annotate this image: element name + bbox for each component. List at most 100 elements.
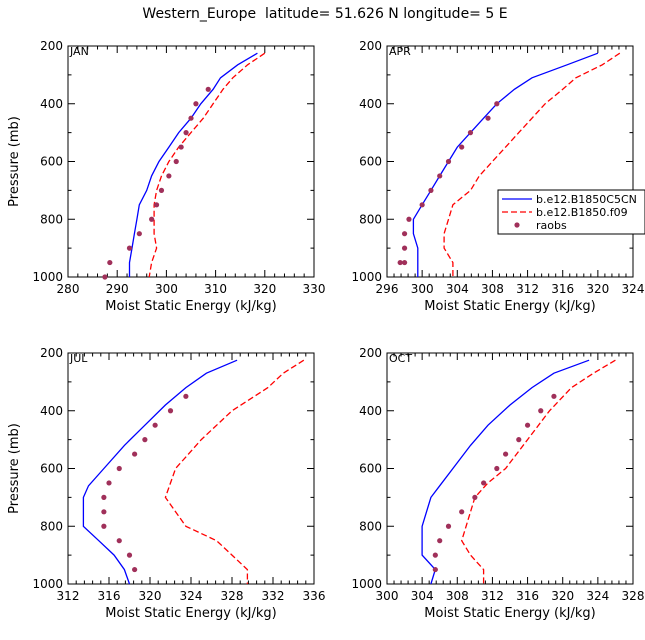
raobs-point (428, 187, 434, 193)
y-tick-label: 200 (359, 39, 382, 53)
x-tick-label: 312 (57, 589, 80, 603)
legend-marker-raobs (514, 222, 520, 228)
x-tick-label: 336 (303, 589, 326, 603)
raobs-point (158, 187, 165, 193)
raobs-point (193, 101, 199, 107)
raobs-point (107, 259, 113, 266)
legend-label: raobs (536, 219, 567, 232)
x-axis-label: Moist Static Energy (kJ/kg) (105, 606, 276, 621)
raobs-point (538, 408, 544, 414)
raobs-point (142, 437, 148, 443)
raobs-point (102, 274, 108, 280)
series-group (397, 52, 621, 277)
raobs-point (472, 494, 478, 500)
x-tick-label: 320 (253, 282, 276, 296)
raobs-point (153, 202, 160, 208)
plot-frame (386, 352, 634, 585)
raobs-point (152, 422, 158, 428)
legend-label: b.e12.B1850C5CN (536, 193, 637, 206)
x-tick-label: 312 (516, 282, 539, 296)
x-tick-label: 320 (586, 282, 609, 296)
plot-frame (67, 352, 315, 585)
y-tick-label: 200 (40, 39, 63, 53)
x-tick-label: 316 (98, 589, 121, 603)
raobs-point (437, 173, 443, 179)
y-tick-label: 600 (40, 462, 63, 476)
x-axis-label: Moist Static Energy (kJ/kg) (105, 299, 276, 314)
raobs-point (132, 451, 138, 457)
raobs-point (205, 86, 211, 92)
raobs-point (445, 523, 452, 529)
figure-title: Western_Europe latitude= 51.626 N longit… (142, 6, 507, 22)
raobs-point (149, 216, 155, 222)
x-tick-label: 332 (262, 589, 285, 603)
series-group (102, 52, 266, 280)
raobs-point (167, 408, 174, 414)
x-tick-label: 290 (106, 282, 129, 296)
x-tick-label: 316 (516, 589, 539, 603)
y-tick-label: 1000 (32, 270, 63, 284)
x-tick-label: 296 (376, 282, 399, 296)
raobs-point (183, 130, 189, 136)
raobs-point (459, 144, 465, 150)
x-tick-label: 308 (481, 282, 504, 296)
raobs-point (419, 202, 425, 208)
raobs-point (467, 130, 474, 136)
y-tick-label: 600 (359, 155, 382, 169)
raobs-point (524, 422, 531, 428)
x-tick-label: 304 (411, 589, 434, 603)
legend-label: b.e12.B1850.f09 (536, 206, 628, 219)
panel-label: JAN (69, 45, 89, 58)
raobs-point (401, 231, 408, 237)
raobs-point (116, 465, 122, 472)
x-tick-label: 324 (586, 589, 609, 603)
raobs-point (188, 115, 194, 121)
panel-apr: APR 296 300 304 308 312 316 320 324 200 400 600 800 1… (351, 39, 644, 314)
raobs-point (481, 480, 487, 486)
raobs-point (183, 393, 189, 399)
raobs-point (101, 523, 107, 529)
raobs-point (516, 437, 522, 443)
raobs-point (401, 259, 408, 266)
raobs-point (494, 101, 500, 107)
y-tick-label: 400 (40, 404, 63, 418)
raobs-point (126, 552, 133, 558)
raobs-point (173, 158, 179, 165)
x-axis-label: Moist Static Energy (kJ/kg) (424, 299, 595, 314)
plot-frame (386, 45, 634, 278)
raobs-point (459, 509, 465, 515)
raobs-point (126, 245, 133, 251)
x-tick-label: 320 (139, 589, 162, 603)
x-tick-label: 304 (446, 282, 469, 296)
raobs-point (178, 144, 184, 150)
y-tick-label: 200 (40, 346, 63, 360)
raobs-point (136, 231, 142, 237)
raobs-point (445, 158, 452, 165)
panel-label: APR (389, 45, 411, 58)
y-tick-label: 400 (359, 404, 382, 418)
y-tick-label: 1000 (32, 577, 63, 591)
raobs-point (437, 538, 443, 544)
y-tick-label: 400 (359, 97, 382, 111)
raobs-point (101, 494, 107, 500)
series-line-f09 (443, 52, 621, 277)
x-tick-label: 300 (376, 589, 399, 603)
x-tick-label: 316 (551, 282, 574, 296)
y-tick-label: 1000 (351, 577, 382, 591)
x-tick-label: 320 (551, 589, 574, 603)
x-tick-label: 308 (446, 589, 469, 603)
series-line-c5cn (82, 359, 238, 585)
series-line-c5cn (412, 52, 599, 277)
raobs-point (406, 216, 412, 222)
y-axis-label: Pressure (mb) (7, 423, 22, 514)
x-axis-label: Moist Static Energy (kJ/kg) (424, 606, 595, 621)
x-tick-label: 330 (303, 282, 326, 296)
y-tick-label: 800 (40, 212, 63, 226)
y-tick-label: 1000 (351, 270, 382, 284)
panel-label: JUL (69, 352, 88, 365)
raobs-point (132, 566, 138, 573)
x-tick-label: 328 (622, 589, 645, 603)
series-group (421, 359, 616, 585)
